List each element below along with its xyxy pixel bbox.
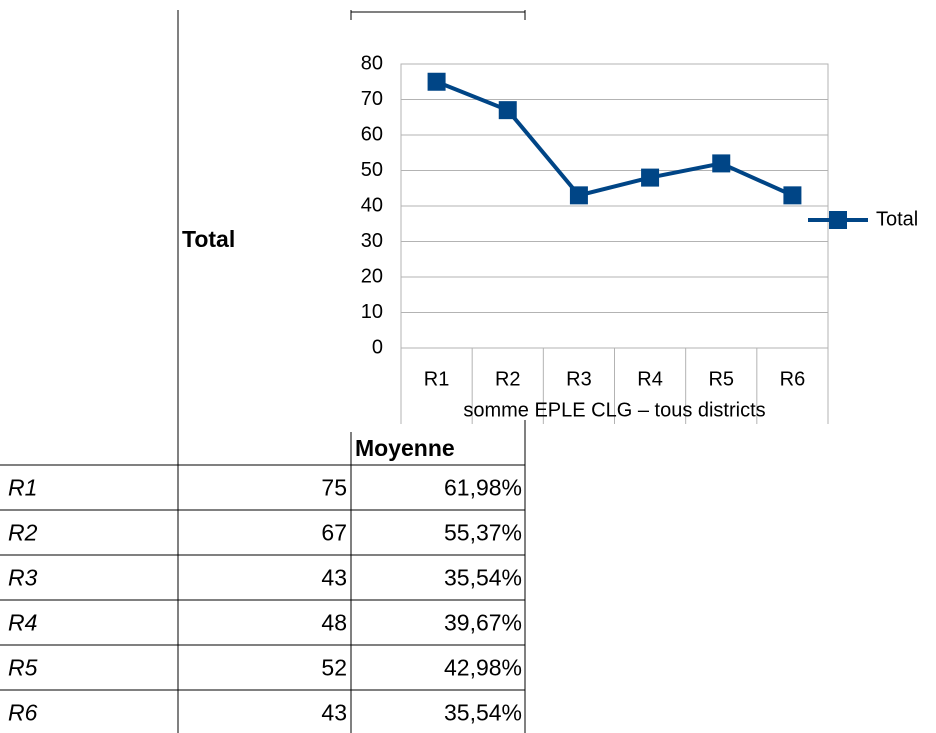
y-tick-label: 60 [361, 123, 383, 145]
x-tick-label: R5 [708, 368, 734, 390]
cell-moyenne: 39,67% [444, 610, 522, 636]
row-label: R1 [8, 475, 37, 501]
cell-total: 75 [321, 475, 347, 501]
y-tick-label: 0 [372, 336, 383, 358]
y-tick-label: 10 [361, 301, 383, 323]
x-tick-label: R2 [495, 368, 521, 390]
marker [427, 72, 446, 91]
cell-total: 52 [321, 655, 347, 681]
x-tick-label: R4 [637, 368, 663, 390]
cell-moyenne: 35,54% [444, 700, 522, 726]
header-moyenne: Moyenne [355, 435, 455, 461]
cell-moyenne: 61,98% [444, 475, 522, 501]
cell-moyenne: 55,37% [444, 520, 522, 546]
y-tick-label: 40 [361, 194, 383, 216]
marker [641, 168, 660, 187]
row-label: R6 [8, 700, 38, 726]
legend-label: Total [876, 208, 918, 230]
cell-moyenne: 35,54% [444, 565, 522, 591]
cell-total: 48 [321, 610, 347, 636]
cell-moyenne: 42,98% [444, 655, 522, 681]
x-tick-label: R1 [424, 368, 450, 390]
cell-total: 43 [321, 700, 347, 726]
row-label: R5 [8, 655, 38, 681]
marker [569, 186, 588, 205]
cell-grid [0, 10, 526, 733]
y-tick-label: 20 [361, 265, 383, 287]
marker [498, 101, 517, 120]
marker [783, 186, 802, 205]
marker [712, 154, 731, 173]
y-tick-label: 70 [361, 88, 383, 110]
cell-total: 43 [321, 565, 347, 591]
header-total: Total [182, 226, 235, 252]
row-label: R3 [8, 565, 38, 591]
x-axis-label: somme EPLE CLG – tous districts [463, 399, 765, 421]
row-label: R2 [8, 520, 38, 546]
x-tick-label: R3 [566, 368, 592, 390]
cell-total: 67 [321, 520, 347, 546]
x-tick-label: R6 [780, 368, 806, 390]
line [435, 79, 794, 198]
row-label: R4 [8, 610, 37, 636]
y-tick-label: 80 [361, 52, 383, 74]
y-tick-label: 50 [361, 159, 383, 181]
y-tick-label: 30 [361, 230, 383, 252]
legend-marker [829, 211, 847, 229]
